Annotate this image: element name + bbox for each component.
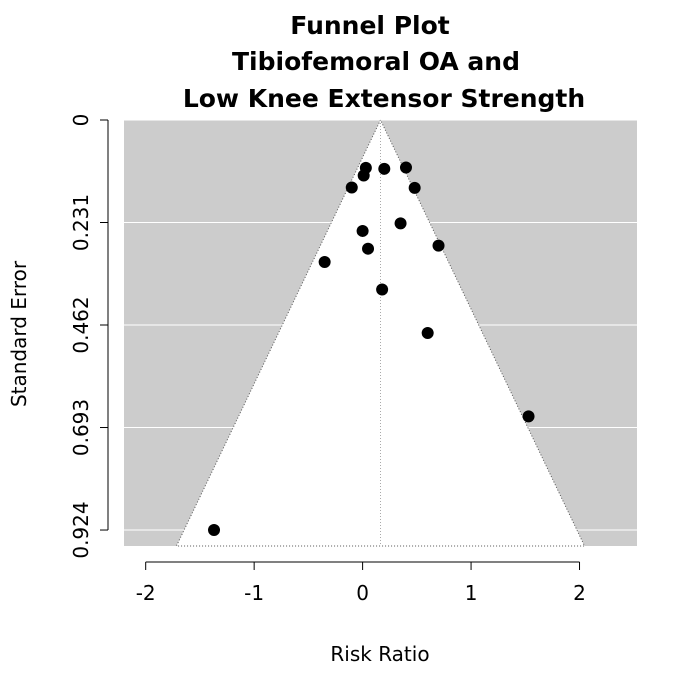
y-tick-label: 0.462 <box>69 296 93 353</box>
x-axis: -2 -1 0 1 2 <box>136 561 586 605</box>
y-ticks: 0 0.231 0.462 0.693 0.924 <box>69 114 108 559</box>
study-point <box>522 410 535 423</box>
study-point <box>357 169 370 182</box>
study-point <box>376 283 389 296</box>
study-point <box>208 524 221 537</box>
title-line-2: Tibiofemoral OA and <box>232 47 520 76</box>
title-line-1: Funnel Plot <box>290 11 450 40</box>
y-tick-label: 0.693 <box>69 399 93 456</box>
y-tick-label: 0.924 <box>69 501 93 558</box>
study-point <box>378 162 391 175</box>
study-point <box>356 224 369 237</box>
y-axis-label: Standard Error <box>7 260 31 407</box>
y-tick-label: 0 <box>69 114 93 127</box>
study-point <box>345 181 358 194</box>
x-ticks: -2 -1 0 1 2 <box>136 562 586 605</box>
study-point <box>408 181 421 194</box>
x-axis-label: Risk Ratio <box>330 642 429 666</box>
study-point <box>399 161 412 174</box>
x-tick-label: 2 <box>573 581 586 605</box>
x-tick-label: -2 <box>136 581 156 605</box>
study-point <box>432 239 445 252</box>
x-tick-label: 1 <box>465 581 478 605</box>
study-point <box>394 217 407 230</box>
study-points <box>208 161 535 537</box>
chart-title: Funnel Plot Tibiofemoral OA and Low Knee… <box>183 11 585 113</box>
x-tick-label: -1 <box>244 581 264 605</box>
y-tick-label: 0.231 <box>69 194 93 251</box>
study-point <box>318 256 331 268</box>
study-point <box>421 327 434 339</box>
x-tick-label: 0 <box>356 581 369 605</box>
study-point <box>362 242 375 255</box>
title-line-3: Low Knee Extensor Strength <box>183 84 585 113</box>
y-axis: 0 0.231 0.462 0.693 0.924 <box>69 114 109 559</box>
